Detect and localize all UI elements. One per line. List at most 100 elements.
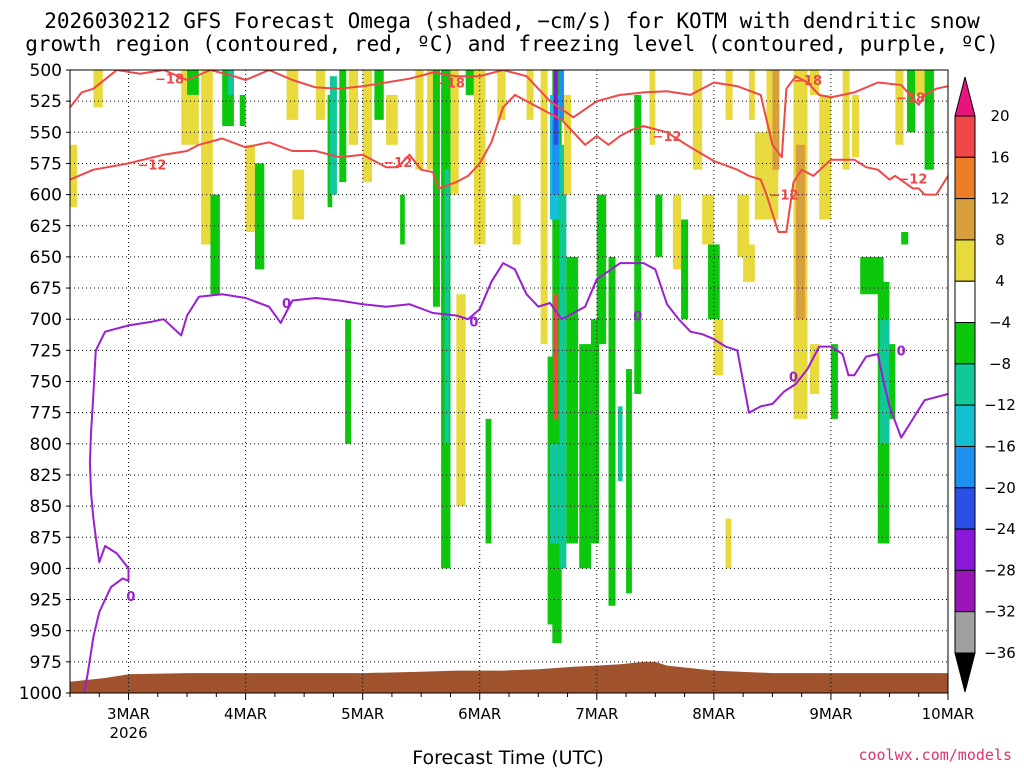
omega-cell-50 xyxy=(590,319,600,544)
omega-cell-53 xyxy=(617,406,623,482)
y-tick-label-625: 625 xyxy=(30,217,62,237)
omega-cell-21 xyxy=(386,94,398,145)
y-tick-label-675: 675 xyxy=(30,279,62,299)
y-tick-label-925: 925 xyxy=(30,591,62,611)
colorbar-bin-12 xyxy=(954,569,976,613)
colorbar-bin-1 xyxy=(954,115,976,158)
omega-cell-55 xyxy=(634,94,642,394)
omega-cell-60 xyxy=(692,70,703,170)
omega-cell-83 xyxy=(889,344,896,419)
colorbar-label-5: −4 xyxy=(989,314,1011,332)
omega-cell-62 xyxy=(708,244,720,320)
omega-shading xyxy=(70,70,934,644)
contour-label-7: −12 xyxy=(770,189,799,204)
colorbar-bin-9 xyxy=(954,445,976,489)
omega-cell-36 xyxy=(540,70,548,345)
omega-cell-27 xyxy=(444,169,450,444)
contour-label-5: −12 xyxy=(383,156,412,171)
omega-cell-3 xyxy=(187,70,199,95)
omega-cell-15 xyxy=(329,76,337,195)
omega-cell-73 xyxy=(795,144,806,320)
omega-cell-79 xyxy=(852,94,860,158)
y-tick-label-900: 900 xyxy=(30,559,62,579)
omega-cell-5 xyxy=(210,194,220,295)
colorbar-label-10: −24 xyxy=(984,520,1016,538)
x-tick-label-7MAR: 7MAR xyxy=(575,705,618,723)
omega-cell-23 xyxy=(415,70,424,170)
omega-cell-22 xyxy=(400,194,405,245)
y-tick-label-850: 850 xyxy=(30,497,62,517)
omega-cell-30 xyxy=(465,70,474,95)
omega-cell-9 xyxy=(245,144,255,232)
omega-cell-71 xyxy=(725,518,732,569)
colorbar-bin-8 xyxy=(954,404,976,447)
omega-cell-18 xyxy=(348,70,358,145)
y-tick-label-575: 575 xyxy=(30,154,62,174)
omega-cell-40 xyxy=(552,119,560,195)
colorbar-bin-3 xyxy=(954,198,976,241)
colorbar-label-2: 12 xyxy=(990,190,1009,208)
omega-cell-19 xyxy=(362,70,373,183)
y-tick-label-1000: 1000 xyxy=(19,684,62,704)
y-tick-label-775: 775 xyxy=(30,404,62,424)
omega-cell-7 xyxy=(228,70,234,95)
y-tick-label-550: 550 xyxy=(30,123,62,143)
y-tick-label-650: 650 xyxy=(30,248,62,268)
colorbar-bottom-triangle xyxy=(954,652,976,693)
omega-cell-82 xyxy=(880,319,890,444)
colorbar-bin-4 xyxy=(954,239,976,282)
omega-cell-24 xyxy=(427,70,433,170)
omega-cell-85 xyxy=(907,70,916,133)
colorbar-label-7: −12 xyxy=(984,396,1016,414)
omega-cell-63 xyxy=(713,319,724,376)
omega-cell-16 xyxy=(339,70,347,183)
y-tick-label-600: 600 xyxy=(30,186,62,206)
contour-label-1: −18 xyxy=(436,76,465,91)
omega-cell-47 xyxy=(564,94,572,195)
x-tick-label-10MAR: 10MAR xyxy=(922,705,975,723)
omega-cell-35 xyxy=(526,70,534,120)
omega-cell-6 xyxy=(222,70,234,127)
contour-label-6: −12 xyxy=(653,130,682,145)
omega-cell-74 xyxy=(809,70,820,95)
x-year-label: 2026 xyxy=(109,724,147,742)
omega-cell-11 xyxy=(286,70,299,120)
omega-cell-10 xyxy=(254,163,265,270)
y-tick-label-725: 725 xyxy=(30,341,62,361)
contour-label-0: −18 xyxy=(155,73,184,88)
credit-text: coolwx.com/models xyxy=(858,746,1012,764)
omega-cell-46 xyxy=(559,144,567,569)
omega-cell-31 xyxy=(473,70,486,245)
omega-cell-51 xyxy=(596,194,607,345)
contour-lines xyxy=(70,70,948,693)
colorbar-label-12: −32 xyxy=(984,603,1016,621)
colorbar-label-11: −28 xyxy=(984,561,1016,579)
omega-cell-49 xyxy=(579,344,591,569)
omega-cell-75 xyxy=(809,344,820,394)
terrain-fill xyxy=(70,661,948,693)
x-axis-ticks: 3MAR 4MAR 5MAR 6MAR 7MAR 8MAR 9MAR 10MAR 2026 xyxy=(69,693,975,742)
colorbar-bin-10 xyxy=(954,487,976,530)
omega-cell-29 xyxy=(456,294,466,507)
contour-label-12: 0 xyxy=(789,371,798,386)
y-tick-label-800: 800 xyxy=(30,435,62,455)
colorbar-bin-11 xyxy=(954,528,976,571)
colorbar-bin-7 xyxy=(954,363,976,406)
colorbar-label-8: −16 xyxy=(984,437,1016,455)
omega-cell-87 xyxy=(924,70,934,170)
omega-cell-43 xyxy=(553,294,559,419)
x-tick-label-3MAR: 3MAR xyxy=(107,705,150,723)
colorbar-bin-2 xyxy=(954,156,976,200)
colorbar-label-0: 20 xyxy=(990,107,1009,125)
omega-cell-45 xyxy=(549,443,560,544)
colorbar: 20 16 12 8 4 −4 −8 −12 −16 −20 −24 −28 −32 −36 xyxy=(954,76,1016,693)
contour-labels: −18 −18 −18 −18 −12 −12 −12 −12 −12 0 0 0 0 0 0 xyxy=(126,73,927,605)
contour-label-2: −18 xyxy=(793,74,822,89)
omega-cell-4 xyxy=(201,70,213,245)
y-tick-label-950: 950 xyxy=(30,622,62,642)
omega-cell-67 xyxy=(748,70,755,120)
y-tick-label-825: 825 xyxy=(30,466,62,486)
colorbar-bin-6 xyxy=(954,322,976,365)
terrain-area xyxy=(70,661,948,693)
